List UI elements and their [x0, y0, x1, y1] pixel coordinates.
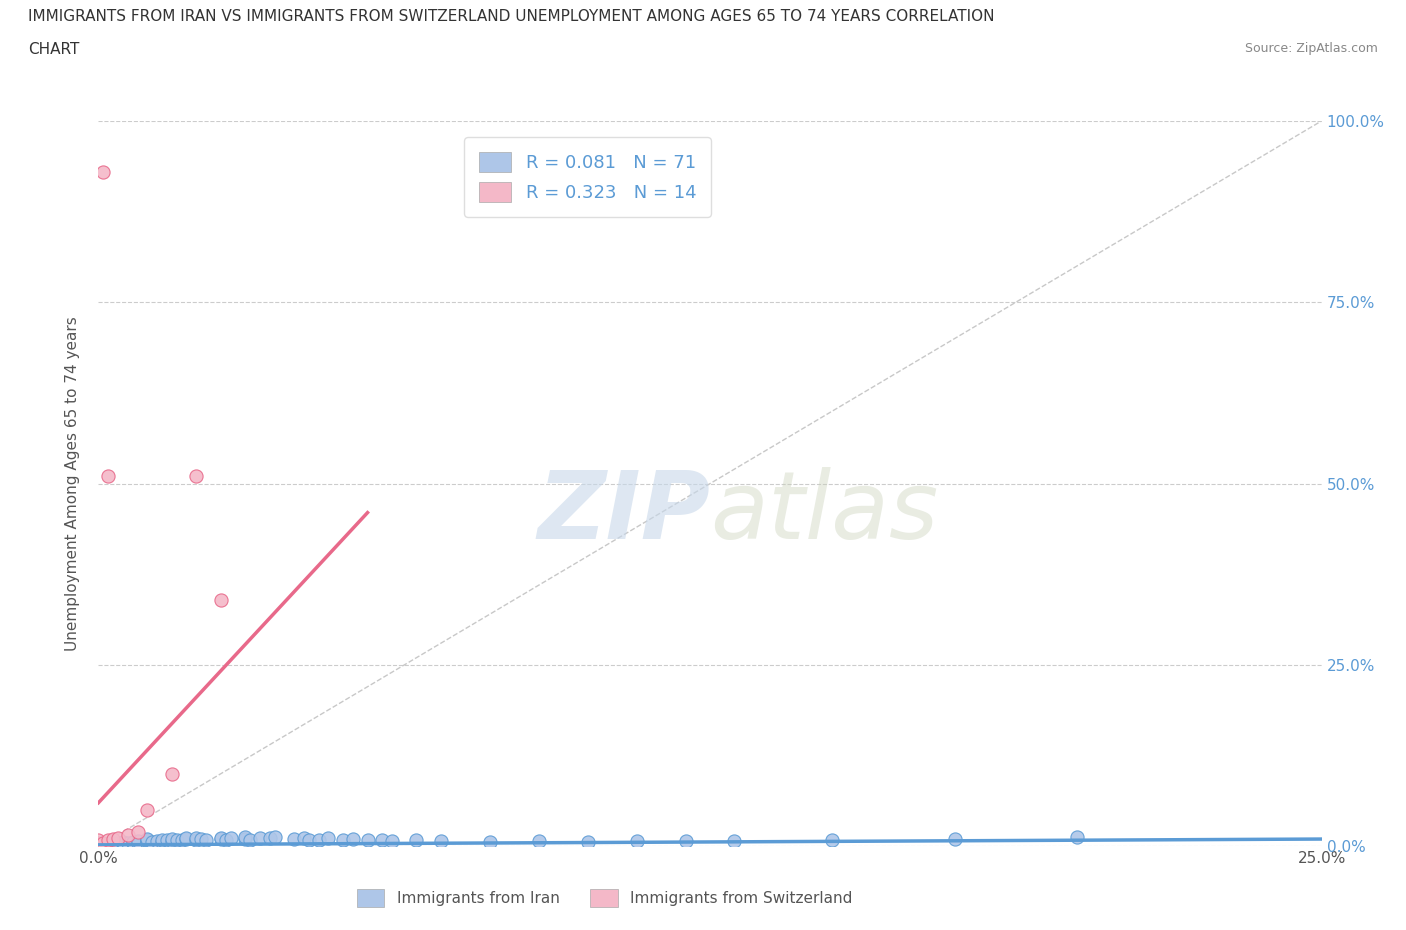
Point	[111, 836, 134, 851]
Point	[87, 837, 110, 852]
Point	[233, 831, 256, 846]
Point	[263, 830, 285, 844]
Point	[160, 766, 183, 781]
Point	[87, 839, 110, 854]
Point	[405, 833, 427, 848]
Point	[186, 830, 208, 845]
Point	[91, 836, 114, 851]
Point	[308, 832, 330, 847]
Point	[209, 592, 232, 607]
Point	[141, 834, 163, 849]
Point	[723, 834, 745, 849]
Point	[121, 836, 143, 851]
Point	[150, 834, 173, 849]
Point	[117, 828, 139, 843]
Point	[332, 833, 354, 848]
Point	[136, 834, 159, 849]
Point	[107, 835, 129, 850]
Legend: R = 0.081   N = 71, R = 0.323   N = 14: R = 0.081 N = 71, R = 0.323 N = 14	[464, 138, 711, 217]
Point	[136, 803, 159, 817]
Point	[170, 833, 193, 848]
Point	[381, 834, 404, 849]
Point	[239, 832, 262, 847]
Text: Source: ZipAtlas.com: Source: ZipAtlas.com	[1244, 42, 1378, 55]
Point	[209, 831, 232, 846]
Point	[195, 832, 218, 847]
Point	[166, 832, 188, 847]
Point	[136, 835, 159, 850]
Point	[259, 830, 281, 845]
Point	[97, 836, 120, 851]
Point	[97, 469, 120, 484]
Point	[176, 831, 198, 846]
Point	[209, 830, 232, 845]
Point	[87, 833, 110, 848]
Point	[136, 831, 159, 846]
Point	[136, 833, 159, 848]
Point	[190, 831, 212, 846]
Point	[150, 832, 173, 847]
Point	[127, 824, 149, 839]
Point	[87, 838, 110, 853]
Point	[943, 831, 966, 846]
Text: ZIP: ZIP	[537, 467, 710, 559]
Point	[249, 830, 271, 845]
Text: IMMIGRANTS FROM IRAN VS IMMIGRANTS FROM SWITZERLAND UNEMPLOYMENT AMONG AGES 65 T: IMMIGRANTS FROM IRAN VS IMMIGRANTS FROM …	[28, 9, 994, 24]
Point	[298, 833, 321, 848]
Point	[356, 832, 378, 847]
Point	[111, 837, 134, 852]
Text: CHART: CHART	[28, 42, 80, 57]
Point	[371, 833, 394, 848]
Point	[87, 837, 110, 852]
Point	[127, 834, 149, 849]
Point	[478, 834, 501, 849]
Legend: Immigrants from Iran, Immigrants from Switzerland: Immigrants from Iran, Immigrants from Sw…	[352, 884, 858, 913]
Point	[156, 833, 179, 848]
Point	[527, 834, 550, 849]
Point	[214, 832, 236, 847]
Point	[127, 835, 149, 850]
Point	[219, 830, 242, 845]
Point	[821, 832, 844, 847]
Point	[430, 834, 453, 849]
Point	[675, 834, 697, 849]
Point	[101, 831, 124, 846]
Point	[186, 469, 208, 484]
Point	[97, 837, 120, 852]
Point	[626, 834, 648, 849]
Point	[117, 835, 139, 850]
Point	[576, 834, 599, 849]
Point	[87, 838, 110, 853]
Point	[87, 839, 110, 854]
Point	[176, 830, 198, 845]
Point	[318, 830, 340, 845]
Point	[342, 831, 364, 846]
Point	[292, 830, 315, 845]
Point	[91, 165, 114, 179]
Point	[146, 834, 169, 849]
Point	[87, 837, 110, 852]
Point	[233, 830, 256, 844]
Y-axis label: Unemployment Among Ages 65 to 74 years: Unemployment Among Ages 65 to 74 years	[65, 316, 80, 651]
Point	[107, 830, 129, 845]
Point	[97, 833, 120, 848]
Point	[101, 837, 124, 852]
Point	[121, 834, 143, 849]
Point	[87, 839, 110, 854]
Point	[87, 839, 110, 854]
Point	[87, 837, 110, 852]
Point	[87, 836, 110, 851]
Point	[87, 839, 110, 854]
Text: atlas: atlas	[710, 467, 938, 558]
Point	[160, 831, 183, 846]
Point	[283, 831, 305, 846]
Point	[186, 833, 208, 848]
Point	[111, 834, 134, 849]
Point	[160, 834, 183, 849]
Point	[1066, 830, 1088, 844]
